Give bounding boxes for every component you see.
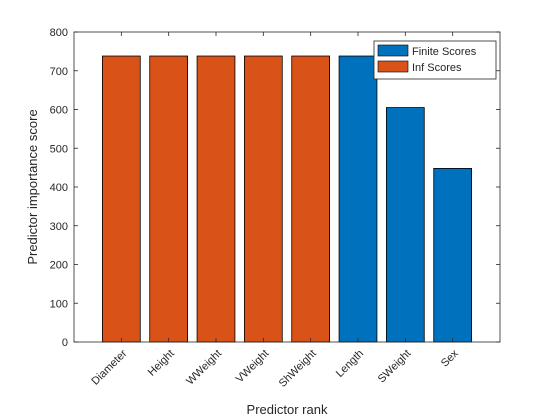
x-tick-label-length: Length — [334, 348, 366, 380]
legend-swatch-0 — [377, 44, 409, 57]
y-tick-label: 200 — [50, 260, 68, 272]
x-tick-label-sex: Sex — [439, 347, 461, 369]
y-axis-label: Predictor importance score — [25, 109, 40, 264]
x-tick-label-diameter: Diameter — [89, 347, 129, 387]
bar-shweight — [291, 55, 331, 343]
bar-sweight — [385, 107, 425, 343]
bars-group — [102, 55, 473, 343]
legend: Finite Scores Inf Scores — [373, 40, 497, 80]
bar-wweight — [196, 55, 236, 343]
bar-length — [338, 55, 378, 343]
x-tick-label-vweight: VWeight — [234, 348, 272, 386]
x-tick-label-wweight: WWeight — [184, 348, 224, 388]
x-tick-label-sweight: SWeight — [376, 348, 414, 386]
y-tick-label: 0 — [62, 337, 68, 349]
y-tick-label: 400 — [50, 182, 68, 194]
bar-height — [149, 55, 189, 343]
x-tick-label-height: Height — [146, 348, 177, 379]
bar-sex — [433, 167, 473, 343]
legend-label-1: Inf Scores — [412, 62, 462, 74]
y-tick-label: 600 — [50, 105, 68, 117]
y-axis-ticks: 0 100 200 300 400 500 600 700 800 — [50, 27, 500, 349]
y-tick-label: 500 — [50, 143, 68, 155]
legend-swatch-1 — [377, 60, 409, 73]
bar-vweight — [243, 55, 283, 343]
y-tick-label: 100 — [50, 298, 68, 310]
plot-background — [74, 32, 500, 342]
bar-diameter — [102, 55, 141, 343]
legend-label-0: Finite Scores — [412, 46, 477, 58]
x-axis-label: Predictor rank — [247, 402, 328, 417]
y-tick-label: 300 — [50, 221, 68, 233]
y-tick-label: 800 — [50, 27, 68, 39]
y-tick-label: 700 — [50, 66, 68, 78]
x-tick-label-shweight: ShWeight — [277, 348, 319, 390]
